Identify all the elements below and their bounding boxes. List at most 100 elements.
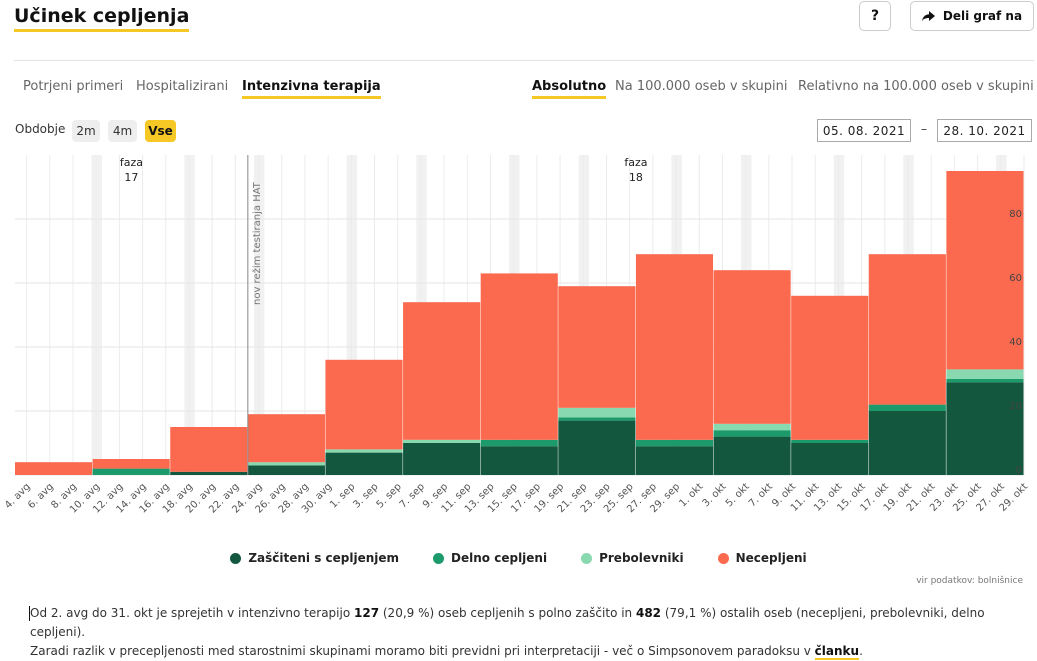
bar-segment <box>247 465 325 475</box>
phase-label: faza <box>120 156 143 169</box>
y-tick-label: 40 <box>1009 337 1022 348</box>
legend: Zaščiteni s cepljenjem Delno cepljeni Pr… <box>0 551 1037 565</box>
x-tick-label: 7. okt <box>747 481 775 509</box>
bar-segment <box>92 468 170 475</box>
bar-segment <box>92 459 170 469</box>
bar-segment <box>713 423 791 431</box>
bar-segment <box>247 414 325 463</box>
bar-segment <box>868 404 946 411</box>
note-text: Od 2. avg do 31. okt je sprejetih v inte… <box>30 606 354 620</box>
bar-segment <box>791 443 869 475</box>
legend-label: Necepljeni <box>735 551 807 565</box>
date-from-input[interactable]: 05. 08. 2021 <box>817 119 911 142</box>
weekend-band <box>91 155 102 475</box>
bar-segment <box>868 254 946 405</box>
weekend-band <box>253 155 265 475</box>
bar-segment <box>325 359 403 450</box>
bar-segment <box>946 171 1024 370</box>
share-arrow-icon <box>921 10 935 21</box>
chart-bars <box>15 171 1024 475</box>
bar-segment <box>170 427 248 472</box>
period-2m-button[interactable]: 2m <box>72 120 100 142</box>
bar-segment <box>558 407 636 418</box>
date-to-input[interactable]: 28. 10. 2021 <box>937 119 1032 142</box>
date-separator: – <box>921 122 927 136</box>
legend-label: Delno cepljeni <box>451 551 548 565</box>
tab-potrjeni-primeri[interactable]: Potrjeni primeri <box>23 79 124 94</box>
y-tick-label: 60 <box>1009 273 1022 284</box>
bar-segment <box>791 439 869 443</box>
tab-intenzivna-terapija[interactable]: Intenzivna terapija <box>242 78 381 99</box>
bar-segment <box>713 270 791 424</box>
phase-number: 18 <box>629 171 643 184</box>
help-button[interactable]: ? <box>859 1 891 31</box>
note-number: 127 <box>354 606 380 620</box>
bar-segment <box>946 369 1024 379</box>
mode-absolutno[interactable]: Absolutno <box>532 78 607 99</box>
phase-label: faza <box>624 156 647 169</box>
bar-segment <box>325 452 403 475</box>
phase-number: 17 <box>124 171 138 184</box>
y-axis: 0 20 40 60 80 <box>1009 209 1022 476</box>
text-cursor <box>29 606 30 621</box>
bar-segment <box>170 471 248 475</box>
x-tick-label: 1. sep <box>328 481 357 510</box>
bar-segment <box>558 286 636 408</box>
bar-segment <box>868 411 946 475</box>
divider <box>14 60 1034 61</box>
chart-annotations: faza 17 faza 18 nov režim testiranja HAT <box>120 155 647 475</box>
legend-item-prebolevniki[interactable]: Prebolevniki <box>581 551 684 565</box>
tab-hospitalizirani[interactable]: Hospitalizirani <box>136 79 229 94</box>
bar-segment <box>713 436 791 475</box>
weekend-band <box>184 155 195 475</box>
page-title: Učinek cepljenja <box>14 4 190 32</box>
bar-segment <box>946 382 1024 475</box>
x-tick-label: 7. sep <box>398 481 427 510</box>
bar-segment <box>325 449 403 453</box>
bar-segment <box>635 254 714 440</box>
note-text: (79,1 %) ostalih oseb (necepljeni, prebo… <box>30 606 985 639</box>
bar-segment <box>15 462 93 475</box>
note-text: (20,9 %) oseb cepljenih s polno zaščito … <box>379 606 636 620</box>
note-text: . <box>859 644 863 658</box>
legend-label: Prebolevniki <box>599 551 684 565</box>
legend-dot <box>433 552 445 564</box>
legend-dot <box>717 552 729 564</box>
x-tick-label: 1. okt <box>677 481 705 509</box>
legend-label: Zaščiteni s cepljenjem <box>248 551 400 565</box>
period-label: Obdobje <box>15 122 66 136</box>
bar-segment <box>403 443 481 475</box>
weekend-band <box>346 155 358 475</box>
summary-note: Od 2. avg do 31. okt je sprejetih v inte… <box>29 604 1030 661</box>
period-4m-button[interactable]: 4m <box>108 120 137 142</box>
data-source: vir podatkov: bolnišnice <box>916 576 1023 586</box>
bar-segment <box>480 446 558 475</box>
mode-relativno[interactable]: Relativno na 100.000 oseb v skupini <box>798 79 1034 94</box>
bar-segment <box>713 430 791 437</box>
share-label: Deli graf na <box>942 9 1023 23</box>
x-tick-label: 3. sep <box>351 481 380 510</box>
period-all-button[interactable]: Vse <box>145 120 176 142</box>
x-tick-label: 3. okt <box>701 481 729 509</box>
bar-segment <box>558 420 636 475</box>
article-link[interactable]: članku <box>814 644 860 660</box>
note-number: 482 <box>635 606 662 620</box>
bar-segment <box>480 439 558 447</box>
share-button[interactable]: Deli graf na <box>910 1 1034 31</box>
y-tick-label: 20 <box>1009 401 1022 412</box>
bar-segment <box>635 439 714 447</box>
annotation-label: nov režim testiranja HAT <box>251 181 263 305</box>
bar-segment <box>791 295 869 440</box>
bar-segment <box>558 417 636 421</box>
legend-item-delno[interactable]: Delno cepljeni <box>433 551 547 565</box>
mode-na-100000[interactable]: Na 100.000 oseb v skupini <box>615 79 788 94</box>
bar-segment <box>635 446 714 475</box>
chart: faza 17 faza 18 nov režim testiranja HAT 0 20… <box>3 155 1030 516</box>
legend-item-zasciteni[interactable]: Zaščiteni s cepljenjem <box>230 551 399 565</box>
y-tick-label: 0 <box>1016 465 1022 476</box>
bar-segment <box>480 273 558 440</box>
legend-dot <box>581 552 593 564</box>
bar-segment <box>403 439 481 443</box>
legend-item-necepljeni[interactable]: Necepljeni <box>717 551 807 565</box>
